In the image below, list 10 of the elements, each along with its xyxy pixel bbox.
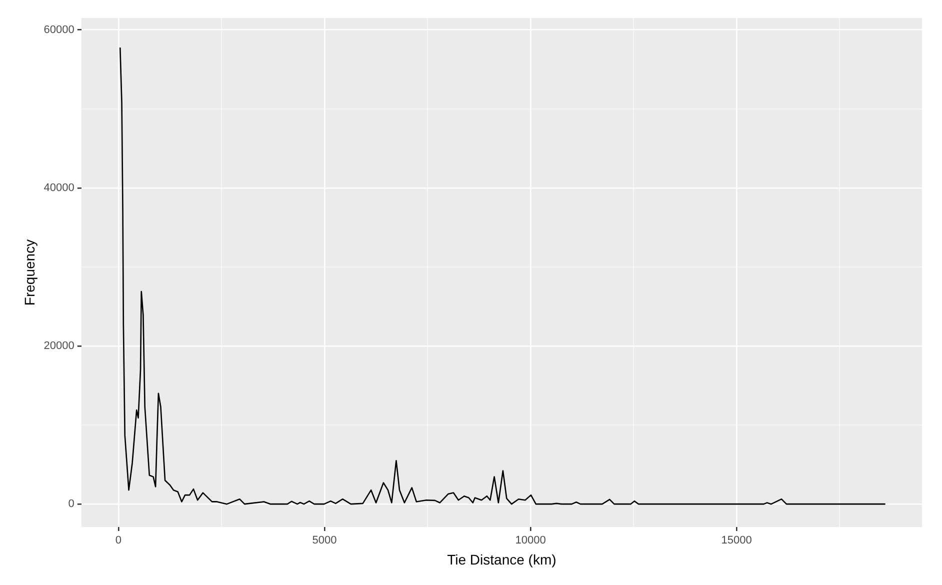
y-tick-label: 20000 [44, 340, 74, 352]
y-tick-label: 60000 [44, 24, 74, 36]
x-tick-label: 15000 [721, 534, 752, 547]
x-tick-label: 0 [115, 534, 122, 547]
y-tick-label: 0 [68, 498, 74, 510]
x-tick-label: 10000 [515, 534, 546, 547]
y-tick-label: 40000 [44, 182, 74, 194]
y-axis-title: Frequency [21, 239, 38, 306]
x-axis-title: Tie Distance (km) [447, 551, 556, 568]
x-tick-label: 5000 [312, 534, 337, 547]
